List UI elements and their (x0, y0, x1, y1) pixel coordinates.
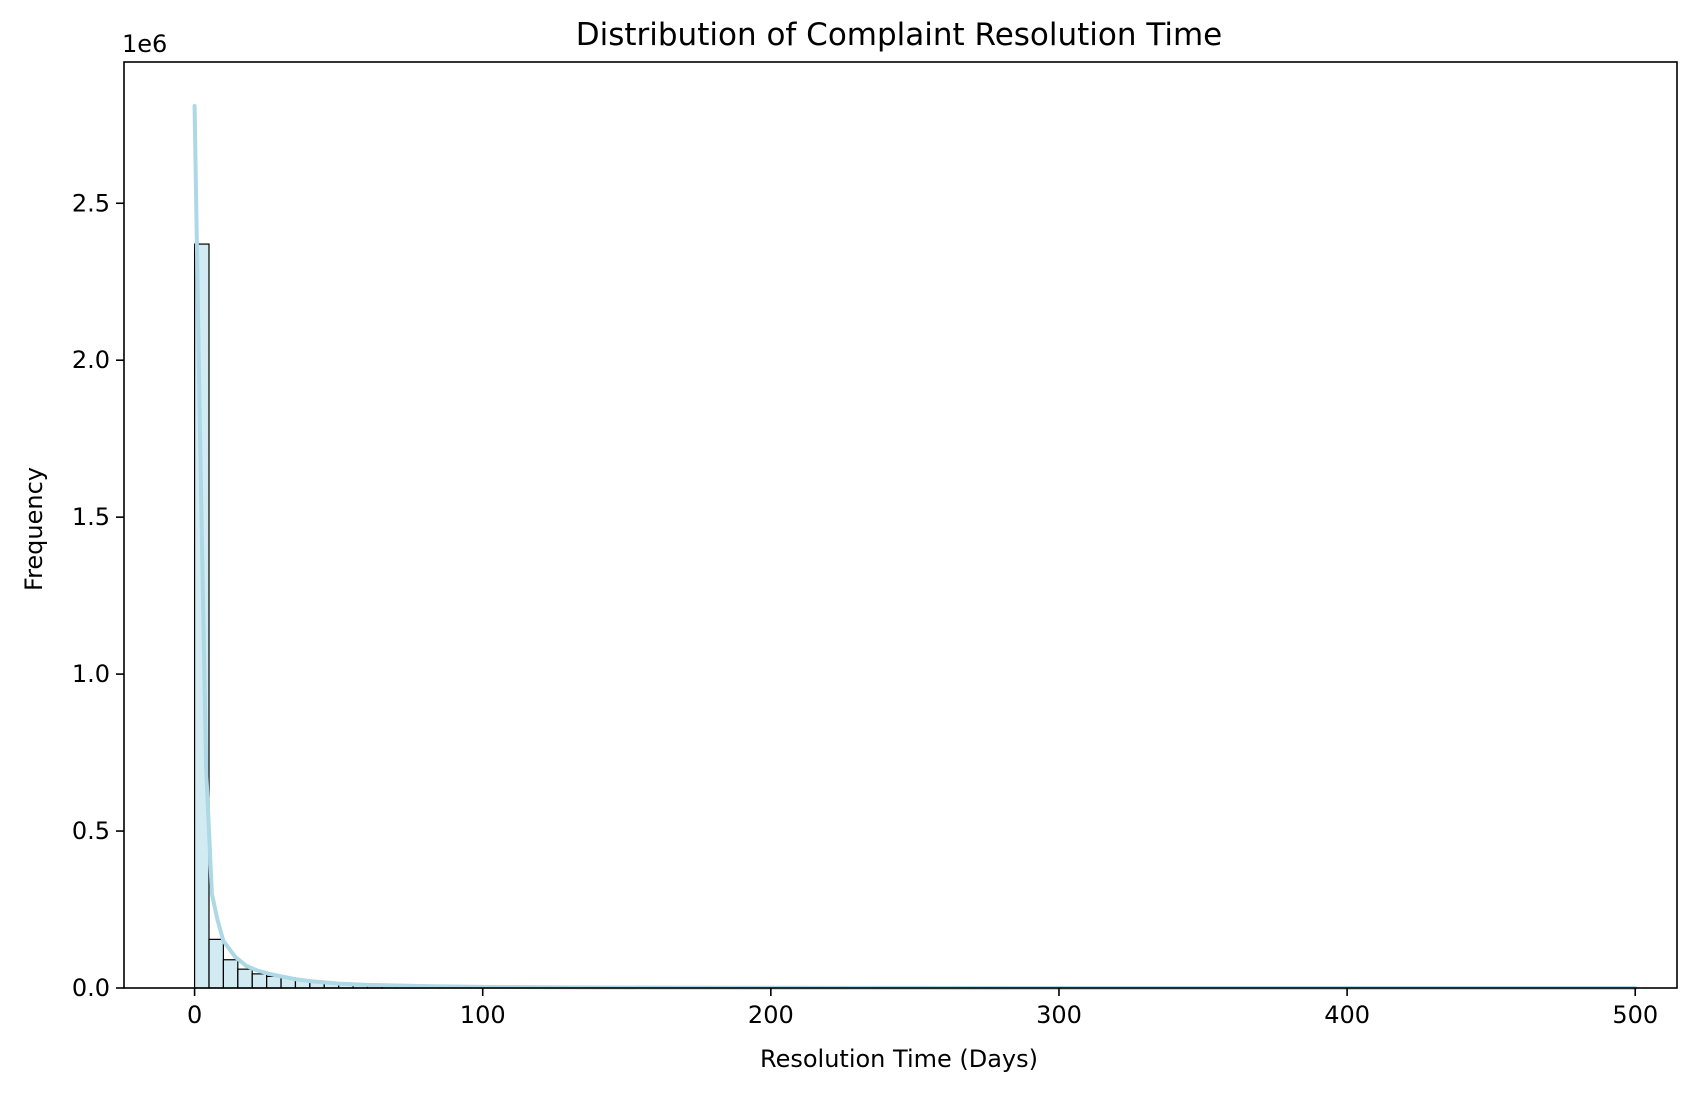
chart-title: Distribution of Complaint Resolution Tim… (576, 17, 1223, 53)
y-tick-label: 1.5 (72, 503, 110, 531)
histogram-bar (208, 938, 225, 989)
histogram-bar (222, 959, 239, 989)
y-tick-label: 2.5 (72, 189, 110, 217)
y-tick-label: 2.0 (72, 346, 110, 374)
x-tick-label: 500 (1612, 1001, 1658, 1029)
x-tick-label: 300 (1036, 1001, 1082, 1029)
y-axis: 0.0 0.5 1.0 1.5 2.0 2.5 (72, 189, 124, 1002)
x-axis: 0 100 200 300 400 500 (187, 988, 1658, 1029)
plot-frame (123, 61, 1678, 989)
y-tick-label: 0.5 (72, 817, 110, 845)
x-tick-label: 400 (1324, 1001, 1370, 1029)
histogram-bar (266, 975, 282, 989)
y-offset-label: 1e6 (122, 30, 167, 58)
x-axis-title: Resolution Time (Days) (760, 1045, 1038, 1073)
x-tick-label: 0 (187, 1001, 202, 1029)
y-tick-label: 1.0 (72, 660, 110, 688)
histogram-bar (237, 968, 253, 989)
histogram-bar (251, 973, 268, 989)
y-axis-title: Frequency (20, 467, 48, 591)
x-tick-label: 100 (460, 1001, 506, 1029)
x-tick-label: 200 (748, 1001, 794, 1029)
y-tick-label: 0.0 (72, 974, 110, 1002)
